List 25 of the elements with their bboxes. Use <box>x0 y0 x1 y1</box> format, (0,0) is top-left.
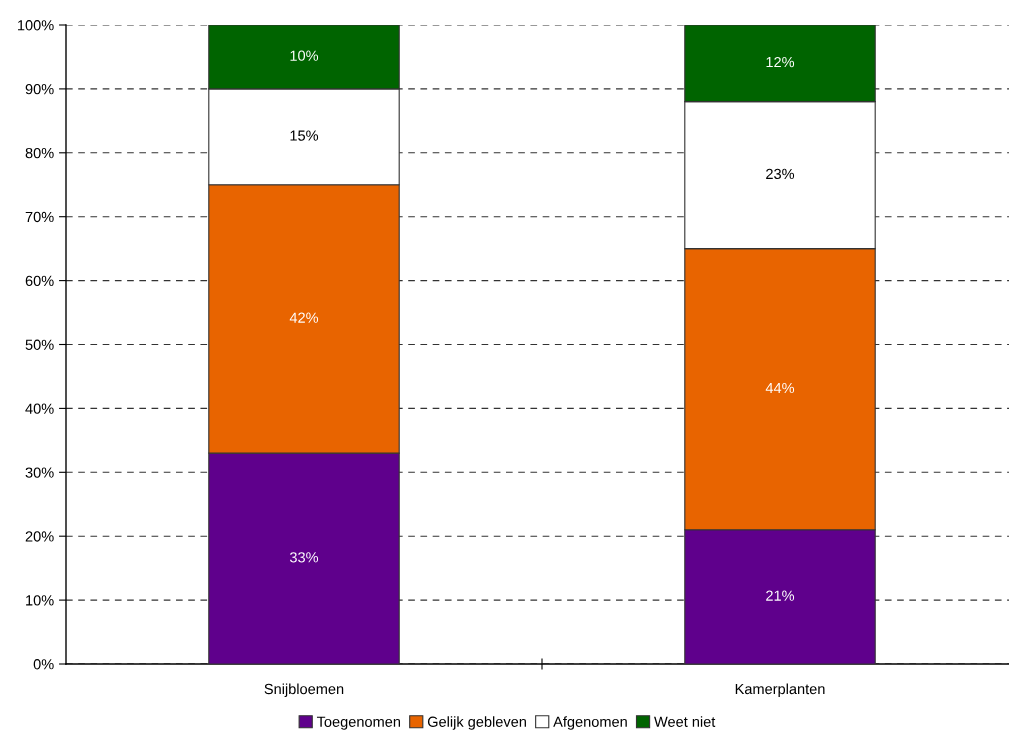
data-label: 21% <box>766 590 795 601</box>
data-label: 10% <box>290 50 319 61</box>
data-label: 15% <box>290 130 319 141</box>
legend-label: Toegenomen <box>316 716 400 730</box>
y-tick-label: 80% <box>25 147 54 159</box>
data-label: 12% <box>766 56 795 68</box>
x-tick-label: Kamerplanten <box>735 683 825 698</box>
y-tick-label: 30% <box>25 467 54 478</box>
y-tick-label: 20% <box>25 531 54 542</box>
y-tick-label: 0% <box>33 659 54 670</box>
y-tick-label: 100% <box>18 20 54 31</box>
data-label: 42% <box>289 312 319 323</box>
y-tick-label: 50% <box>25 339 54 350</box>
x-tick-label: Snijbloemen <box>264 683 344 698</box>
data-label: 23% <box>766 168 795 180</box>
y-tick-label: 60% <box>25 275 54 287</box>
legend-label: Gelijk gebleven <box>427 716 526 730</box>
legend-label: Afgenomen <box>553 716 627 730</box>
y-tick-label: 10% <box>26 595 54 606</box>
data-label: 33% <box>289 552 319 563</box>
data-label: 44% <box>765 382 795 394</box>
y-tick-label: 70% <box>25 211 54 223</box>
y-tick-label: 40% <box>25 403 54 414</box>
legend-label: Weet niet <box>654 716 716 727</box>
y-tick-label: 90% <box>25 84 54 95</box>
